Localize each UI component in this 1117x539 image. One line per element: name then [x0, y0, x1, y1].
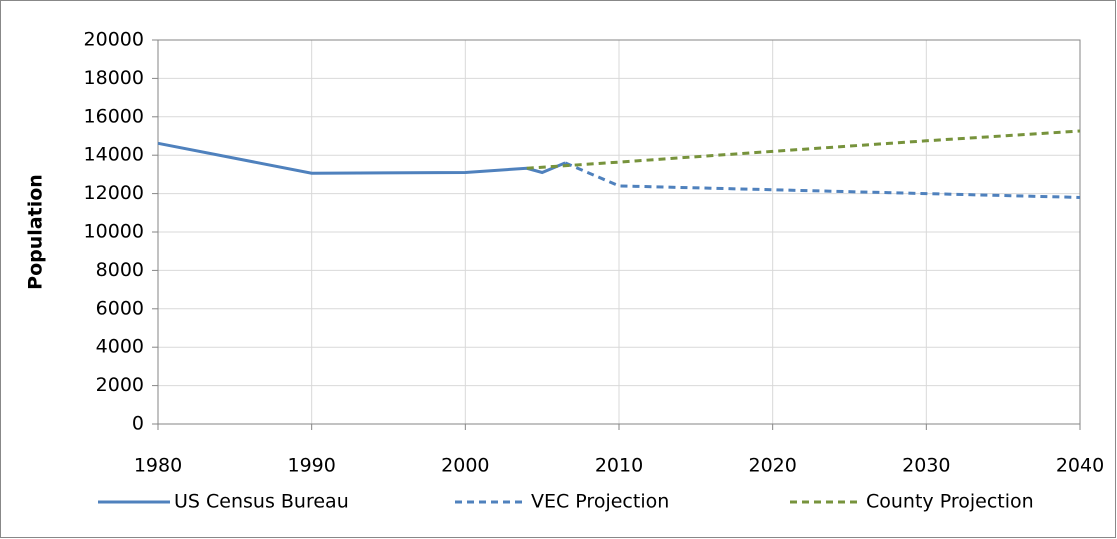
series-line: [526, 129, 1081, 170]
y-tick-label: 16000: [84, 105, 144, 127]
x-tick-label: 2010: [595, 455, 643, 477]
y-tick-label: 0: [132, 413, 144, 435]
y-tick-label: 4000: [96, 336, 144, 358]
y-tick-label: 8000: [96, 259, 144, 281]
x-tick-label: 2020: [748, 455, 796, 477]
y-axis-label: Population: [25, 174, 47, 290]
plot-frame: [157, 39, 1081, 425]
legend-label: VEC Projection: [531, 491, 669, 513]
y-tick-label: 12000: [84, 182, 144, 204]
series-line: [157, 141, 566, 175]
y-tick-label: 20000: [84, 29, 144, 51]
y-tick-label: 2000: [96, 374, 144, 396]
y-tick-label: 18000: [84, 67, 144, 89]
x-tick-label: 1980: [134, 455, 182, 477]
x-tick-label: 1990: [287, 455, 335, 477]
legend-label: US Census Bureau: [174, 491, 349, 513]
series-line: [564, 161, 1081, 199]
x-tick-label: 2040: [1056, 455, 1104, 477]
legend-label: County Projection: [866, 491, 1034, 513]
y-tick-label: 10000: [84, 221, 144, 243]
x-tick-label: 2000: [441, 455, 489, 477]
y-tick-label: 6000: [96, 297, 144, 319]
y-tick-label: 14000: [84, 144, 144, 166]
x-tick-label: 2030: [902, 455, 950, 477]
